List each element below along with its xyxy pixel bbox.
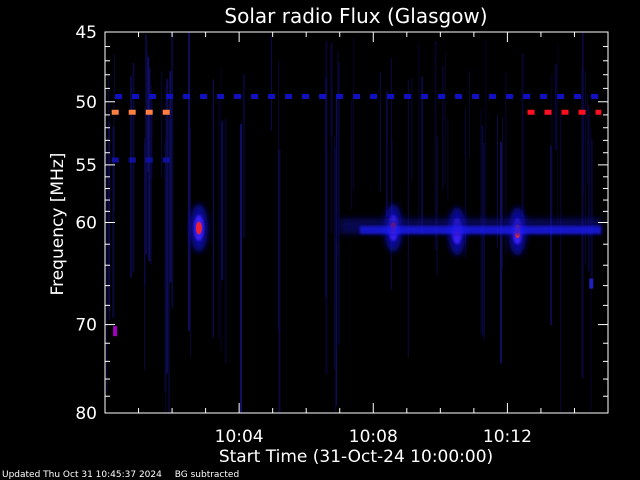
x-tick-label: 10:12 xyxy=(483,427,532,447)
x-tick-label: 10:08 xyxy=(349,427,398,447)
burst-core xyxy=(195,221,202,235)
background-note: BG subtracted xyxy=(174,470,240,480)
chart-title: Solar radio Flux (Glasgow) xyxy=(224,4,487,28)
y-tick-label: 70 xyxy=(75,316,97,336)
y-axis: 45 50 55 60 70 80 xyxy=(75,23,608,424)
emission-spot xyxy=(589,278,594,289)
updated-timestamp: Updated Thu Oct 31 10:45:37 2024 xyxy=(2,470,162,480)
y-tick-label: 60 xyxy=(75,214,97,234)
x-tick-label: 10:04 xyxy=(215,427,264,447)
footer: Updated Thu Oct 31 10:45:37 2024 BG subt… xyxy=(2,470,249,480)
y-tick-label: 45 xyxy=(75,23,97,43)
emission-band xyxy=(359,226,602,235)
y-tick-label: 55 xyxy=(75,156,97,176)
y-tick-label: 80 xyxy=(75,404,97,424)
x-axis: 10:04 10:08 10:12 xyxy=(138,32,575,447)
y-axis-label: Frequency [MHz] xyxy=(48,153,68,296)
spectrogram-features xyxy=(111,93,602,337)
y-tick-label: 50 xyxy=(75,93,97,113)
x-axis-label: Start Time (31-Oct-24 10:00:00) xyxy=(219,447,493,467)
emission-spot xyxy=(113,326,118,337)
